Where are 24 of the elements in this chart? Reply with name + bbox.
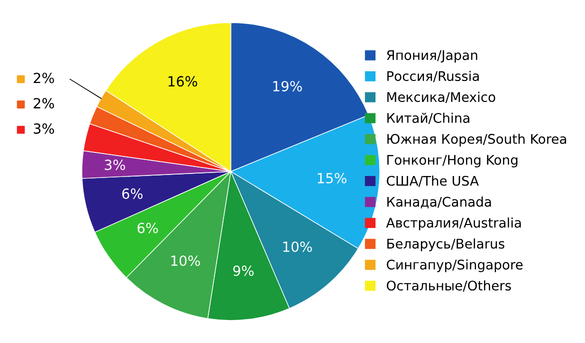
legend-label: Канада/Canada [387, 196, 491, 208]
data-label: 9% [233, 266, 254, 276]
legend-label: Австралия/Australia [386, 217, 521, 230]
legend-label: Сингапур/Singapore [386, 259, 523, 272]
legend-label: Япония/Japan [386, 50, 478, 63]
legend-label: Гонконг/Hong Kong [387, 155, 518, 168]
data-label: 15% [318, 172, 346, 184]
data-label: 6% [122, 188, 143, 199]
data-label: 2% [34, 72, 54, 84]
legend-label: Мексика/Mexico [387, 92, 496, 104]
data-label: 6% [138, 222, 158, 234]
data-label: 2% [34, 98, 54, 109]
data-label: 19% [273, 80, 302, 92]
data-label: 10% [283, 241, 312, 252]
data-label: 10% [171, 255, 200, 266]
legend-label: Россия/Russia [387, 70, 479, 82]
data-label: 16% [168, 76, 198, 87]
legend-label: США/The USA [386, 176, 479, 187]
legend-label: Беларусь/Belarus [387, 238, 504, 252]
legend-label: Южная Корея/South Korea [387, 134, 566, 146]
data-label: 3% [104, 160, 126, 170]
legend-label: Остальные/Others [386, 280, 511, 292]
legend-label: Китай/China [387, 112, 470, 124]
data-label: 3% [34, 123, 54, 134]
